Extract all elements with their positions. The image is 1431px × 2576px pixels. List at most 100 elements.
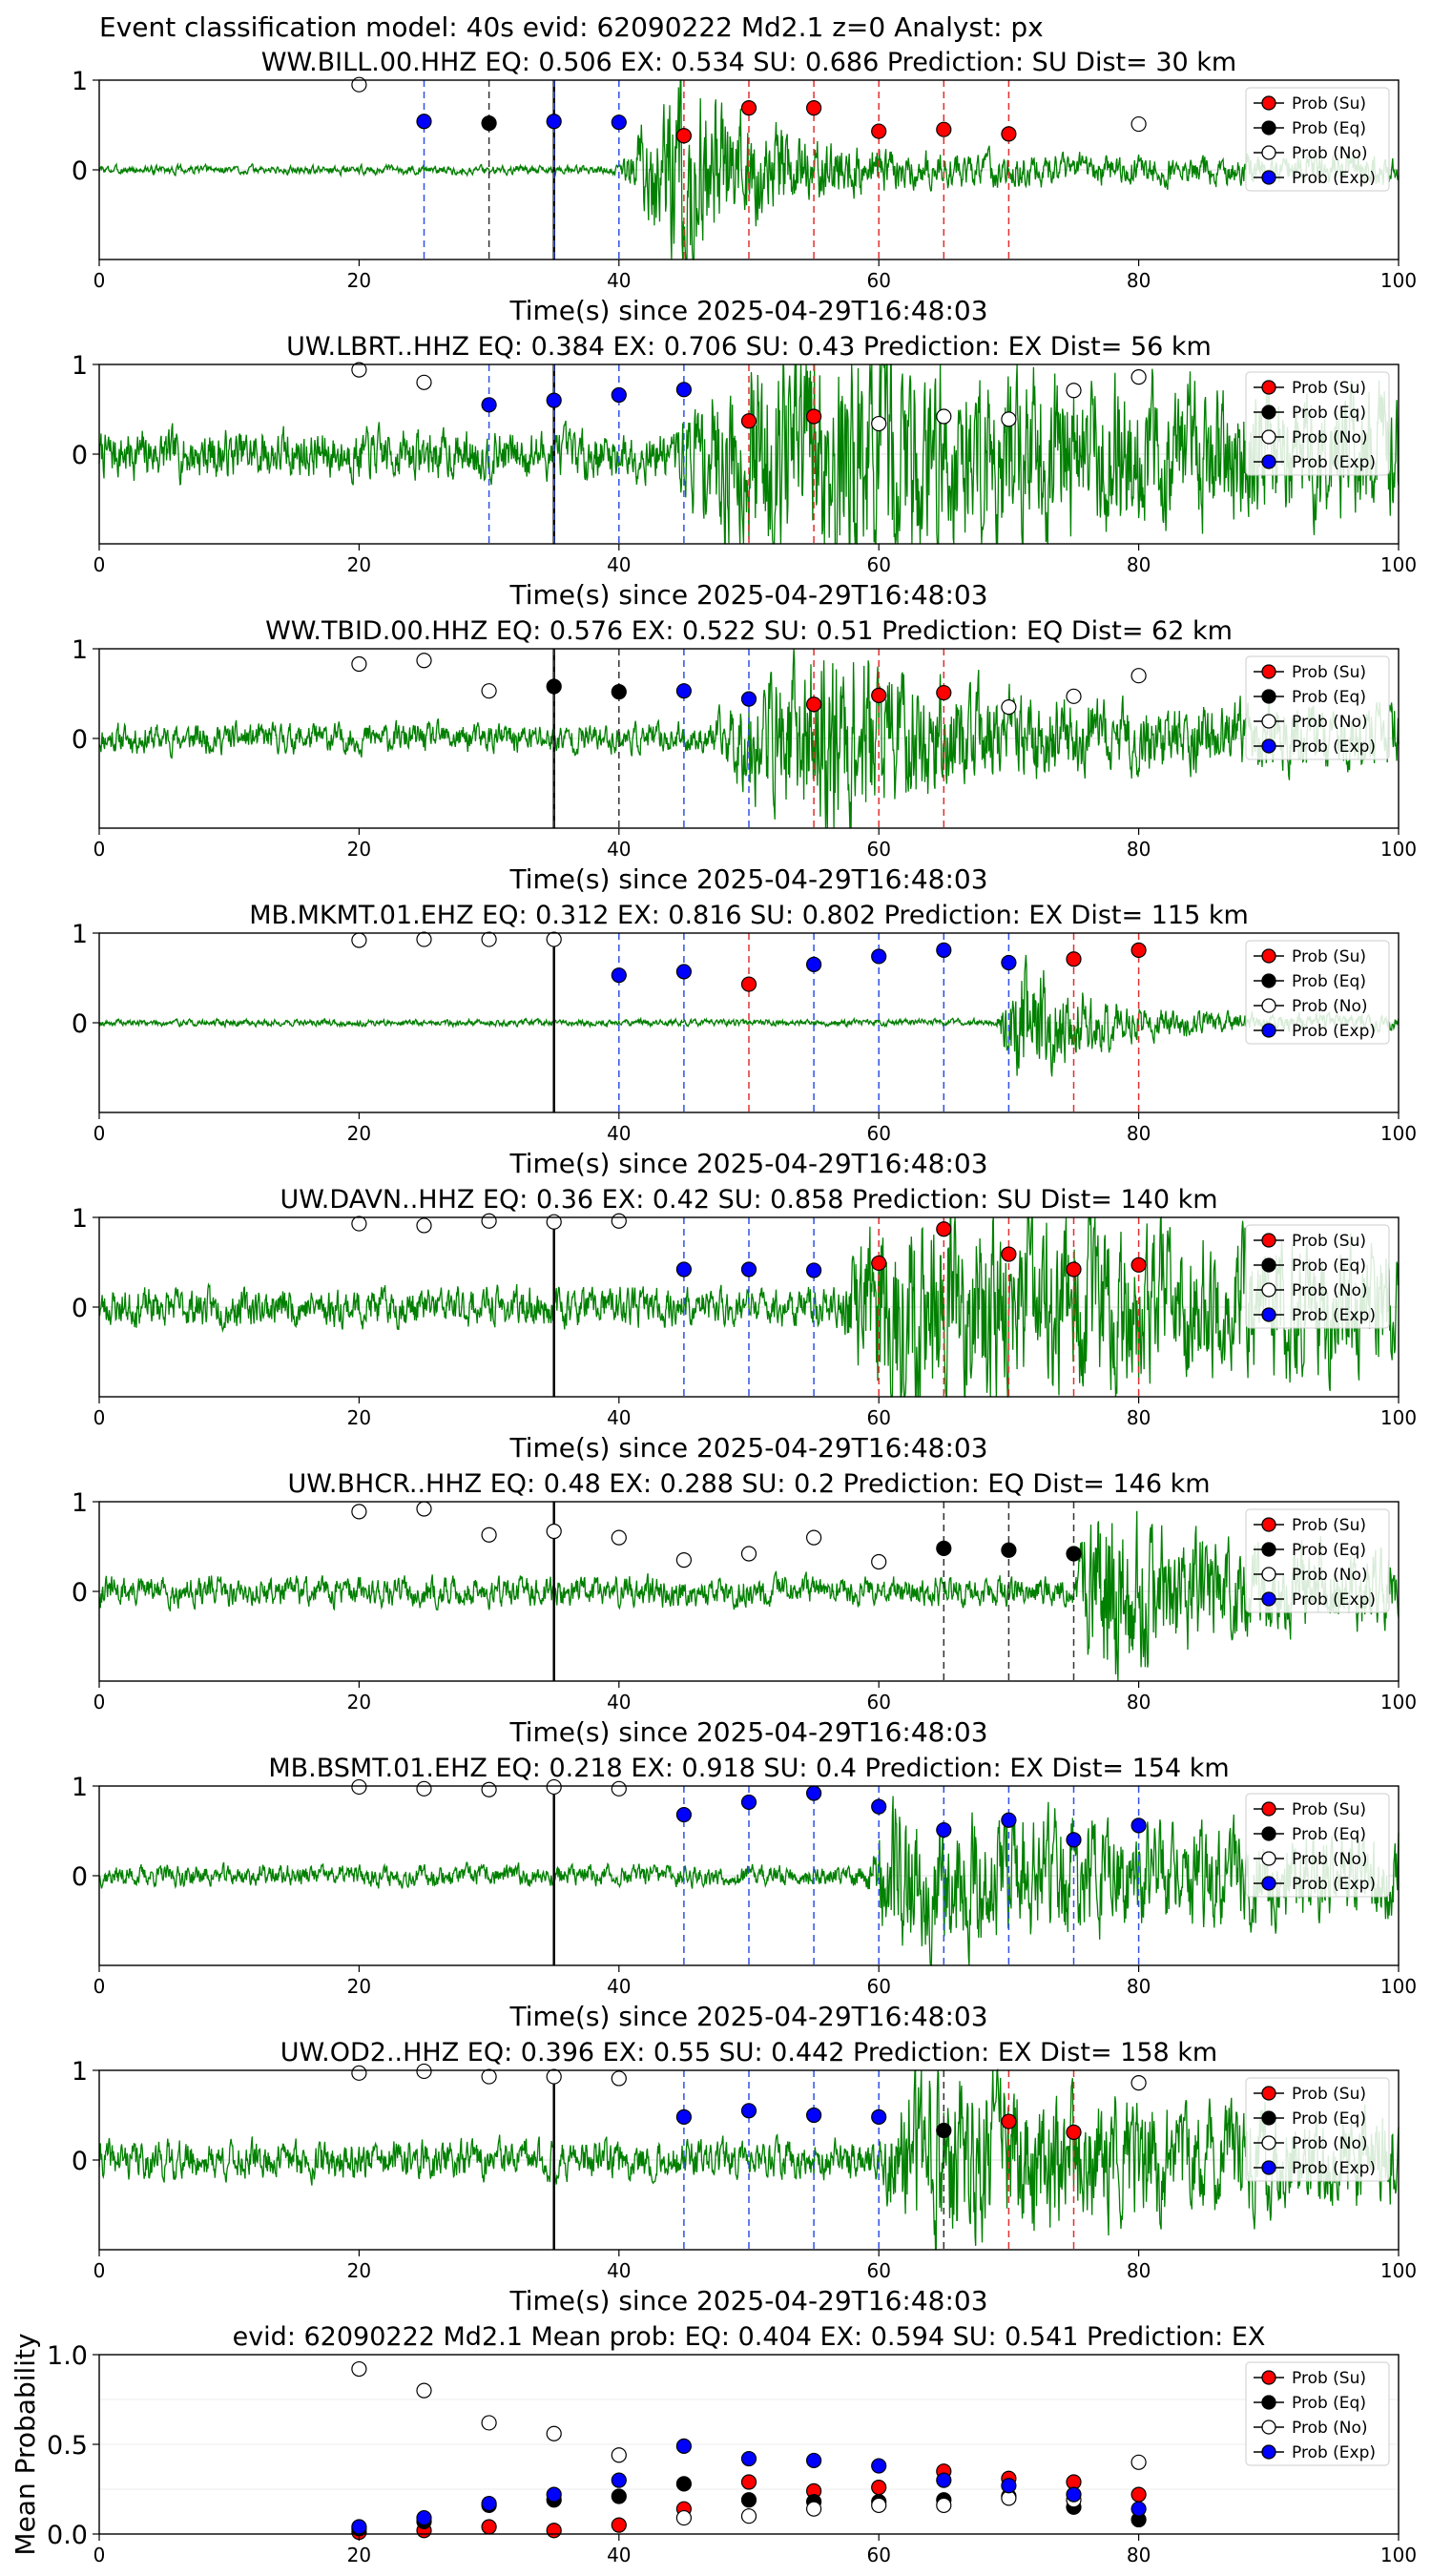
prob-marker-exp	[1001, 954, 1017, 971]
legend-label: Prob (No)	[1292, 1566, 1368, 1585]
prob-marker-no	[805, 1529, 822, 1546]
x-tick-label: 0	[93, 2259, 106, 2282]
legend-label: Prob (Eq)	[1292, 119, 1366, 138]
prob-marker-exp	[675, 1806, 693, 1823]
legend-marker	[1261, 1233, 1276, 1248]
legend-label: Prob (Su)	[1292, 1800, 1366, 1819]
legend-marker	[1261, 380, 1276, 395]
x-tick-label: 40	[607, 1691, 631, 1714]
legend-marker	[1261, 170, 1276, 185]
x-tick-label: 100	[1380, 1975, 1417, 1998]
prob-marker-exp	[740, 2103, 757, 2119]
legend-label: Prob (Eq)	[1292, 1257, 1366, 1276]
legend-label: Prob (No)	[1292, 1850, 1368, 1869]
prob-marker-exp	[546, 114, 562, 130]
mean-prob-point-exp	[1001, 2478, 1017, 2494]
x-tick-label: 0	[93, 1122, 106, 1145]
legend-marker	[1261, 1801, 1276, 1817]
legend-label: Prob (Eq)	[1292, 404, 1366, 423]
legend-label: Prob (Eq)	[1292, 688, 1366, 707]
legend-box	[1245, 1793, 1390, 1898]
legend-label: Prob (Eq)	[1292, 1825, 1366, 1844]
prob-marker-su	[675, 128, 693, 144]
prob-marker-no	[936, 408, 952, 425]
x-tick-label: 80	[1127, 553, 1151, 576]
prob-marker-eq	[936, 2122, 952, 2139]
prob-marker-exp	[740, 1794, 757, 1811]
x-tick-label: 80	[1127, 1406, 1151, 1429]
panel-title: UW.OD2..HHZ EQ: 0.396 EX: 0.55 SU: 0.442…	[280, 2038, 1217, 2067]
legend-marker	[1261, 405, 1276, 420]
x-tick-label: 60	[866, 269, 890, 292]
mean-prob-point-exp	[351, 2519, 367, 2535]
legend-label: Prob (Exp)	[1292, 2159, 1376, 2178]
legend-label: Prob (Su)	[1292, 1232, 1366, 1251]
x-axis-label: Time(s) since 2025-04-29T16:48:03	[508, 1432, 987, 1464]
legend-label: Prob (Su)	[1292, 94, 1366, 114]
legend-marker	[1261, 1282, 1276, 1298]
prob-marker-no	[546, 1523, 562, 1540]
prob-marker-eq	[546, 678, 562, 695]
axes-frame	[98, 1501, 1400, 1682]
legend-box	[1245, 940, 1390, 1045]
prob-marker-su	[936, 1221, 952, 1237]
prob-marker-exp	[936, 1821, 952, 1839]
x-tick-label: 80	[1127, 838, 1151, 861]
legend-box	[1245, 2077, 1390, 2182]
prob-marker-eq	[611, 684, 627, 700]
axes-frame	[98, 364, 1400, 545]
axes-frame	[98, 2069, 1400, 2251]
legend-label: Prob (Exp)	[1292, 453, 1376, 472]
x-tick-label: 100	[1380, 1406, 1417, 1429]
prob-marker-exp	[740, 691, 757, 707]
x-tick-label: 60	[866, 1122, 890, 1145]
x-tick-label: 100	[1380, 2259, 1417, 2282]
x-tick-label: 100	[1380, 1122, 1417, 1145]
x-tick-label: 0	[93, 1691, 106, 1714]
mean-probability-panel: evid: 62090222 Md2.1 Mean prob: EQ: 0.40…	[10, 2322, 1417, 2566]
legend-label: Prob (Su)	[1292, 1516, 1366, 1535]
x-axis-label: Time(s) since 2025-04-29T16:48:03	[508, 863, 987, 895]
x-tick-label: 40	[607, 838, 631, 861]
x-tick-label: 20	[347, 269, 371, 292]
prob-marker-no	[546, 1214, 562, 1230]
panel-title: MB.BSMT.01.EHZ EQ: 0.218 EX: 0.918 SU: 0…	[268, 1754, 1229, 1783]
mean-prob-point-su	[740, 2474, 757, 2490]
x-tick-label: 20	[347, 1122, 371, 1145]
y-tick-label: 1	[72, 2057, 88, 2087]
mean-prob-point-no	[611, 2447, 627, 2463]
prob-marker-su	[1001, 1246, 1017, 1262]
panel-title: UW.DAVN..HHZ EQ: 0.36 EX: 0.42 SU: 0.858…	[280, 1185, 1217, 1215]
prob-marker-exp	[546, 392, 562, 408]
x-tick-label: 0	[93, 269, 106, 292]
prob-marker-no	[546, 1778, 562, 1796]
prob-marker-su	[936, 684, 952, 701]
prob-marker-no	[1130, 2075, 1147, 2091]
prob-marker-no	[416, 931, 432, 947]
prob-marker-no	[481, 1213, 497, 1229]
prob-marker-no	[1130, 115, 1147, 133]
prob-marker-no	[351, 1504, 367, 1520]
figure-header: Event classification model: 40s evid: 62…	[99, 11, 1044, 43]
mean-prob-point-su	[546, 2523, 562, 2539]
prob-marker-su	[1066, 1261, 1082, 1278]
legend-box	[1245, 1508, 1390, 1613]
prob-marker-no	[351, 362, 367, 378]
prob-marker-exp	[871, 948, 887, 965]
axes-frame	[98, 2354, 1400, 2535]
x-axis-label: Time(s) since 2025-04-29T16:48:03	[508, 1716, 987, 1748]
mean-prob-point-su	[1130, 2486, 1147, 2503]
prob-marker-exp	[611, 114, 627, 131]
x-tick-label: 80	[1127, 1975, 1151, 1998]
x-tick-label: 40	[607, 2259, 631, 2282]
legend-label: Prob (Exp)	[1292, 1022, 1376, 1041]
y-tick-label: 1.0	[47, 2341, 88, 2371]
mean-prob-point-exp	[1130, 2501, 1147, 2517]
station-panel: UW.DAVN..HHZ EQ: 0.36 EX: 0.42 SU: 0.858…	[72, 1185, 1417, 1464]
legend-label: Prob (Eq)	[1292, 2394, 1366, 2413]
prob-marker-exp	[805, 1262, 822, 1278]
prob-marker-su	[740, 413, 757, 429]
x-tick-label: 100	[1380, 553, 1417, 576]
prob-marker-exp	[675, 1261, 693, 1278]
